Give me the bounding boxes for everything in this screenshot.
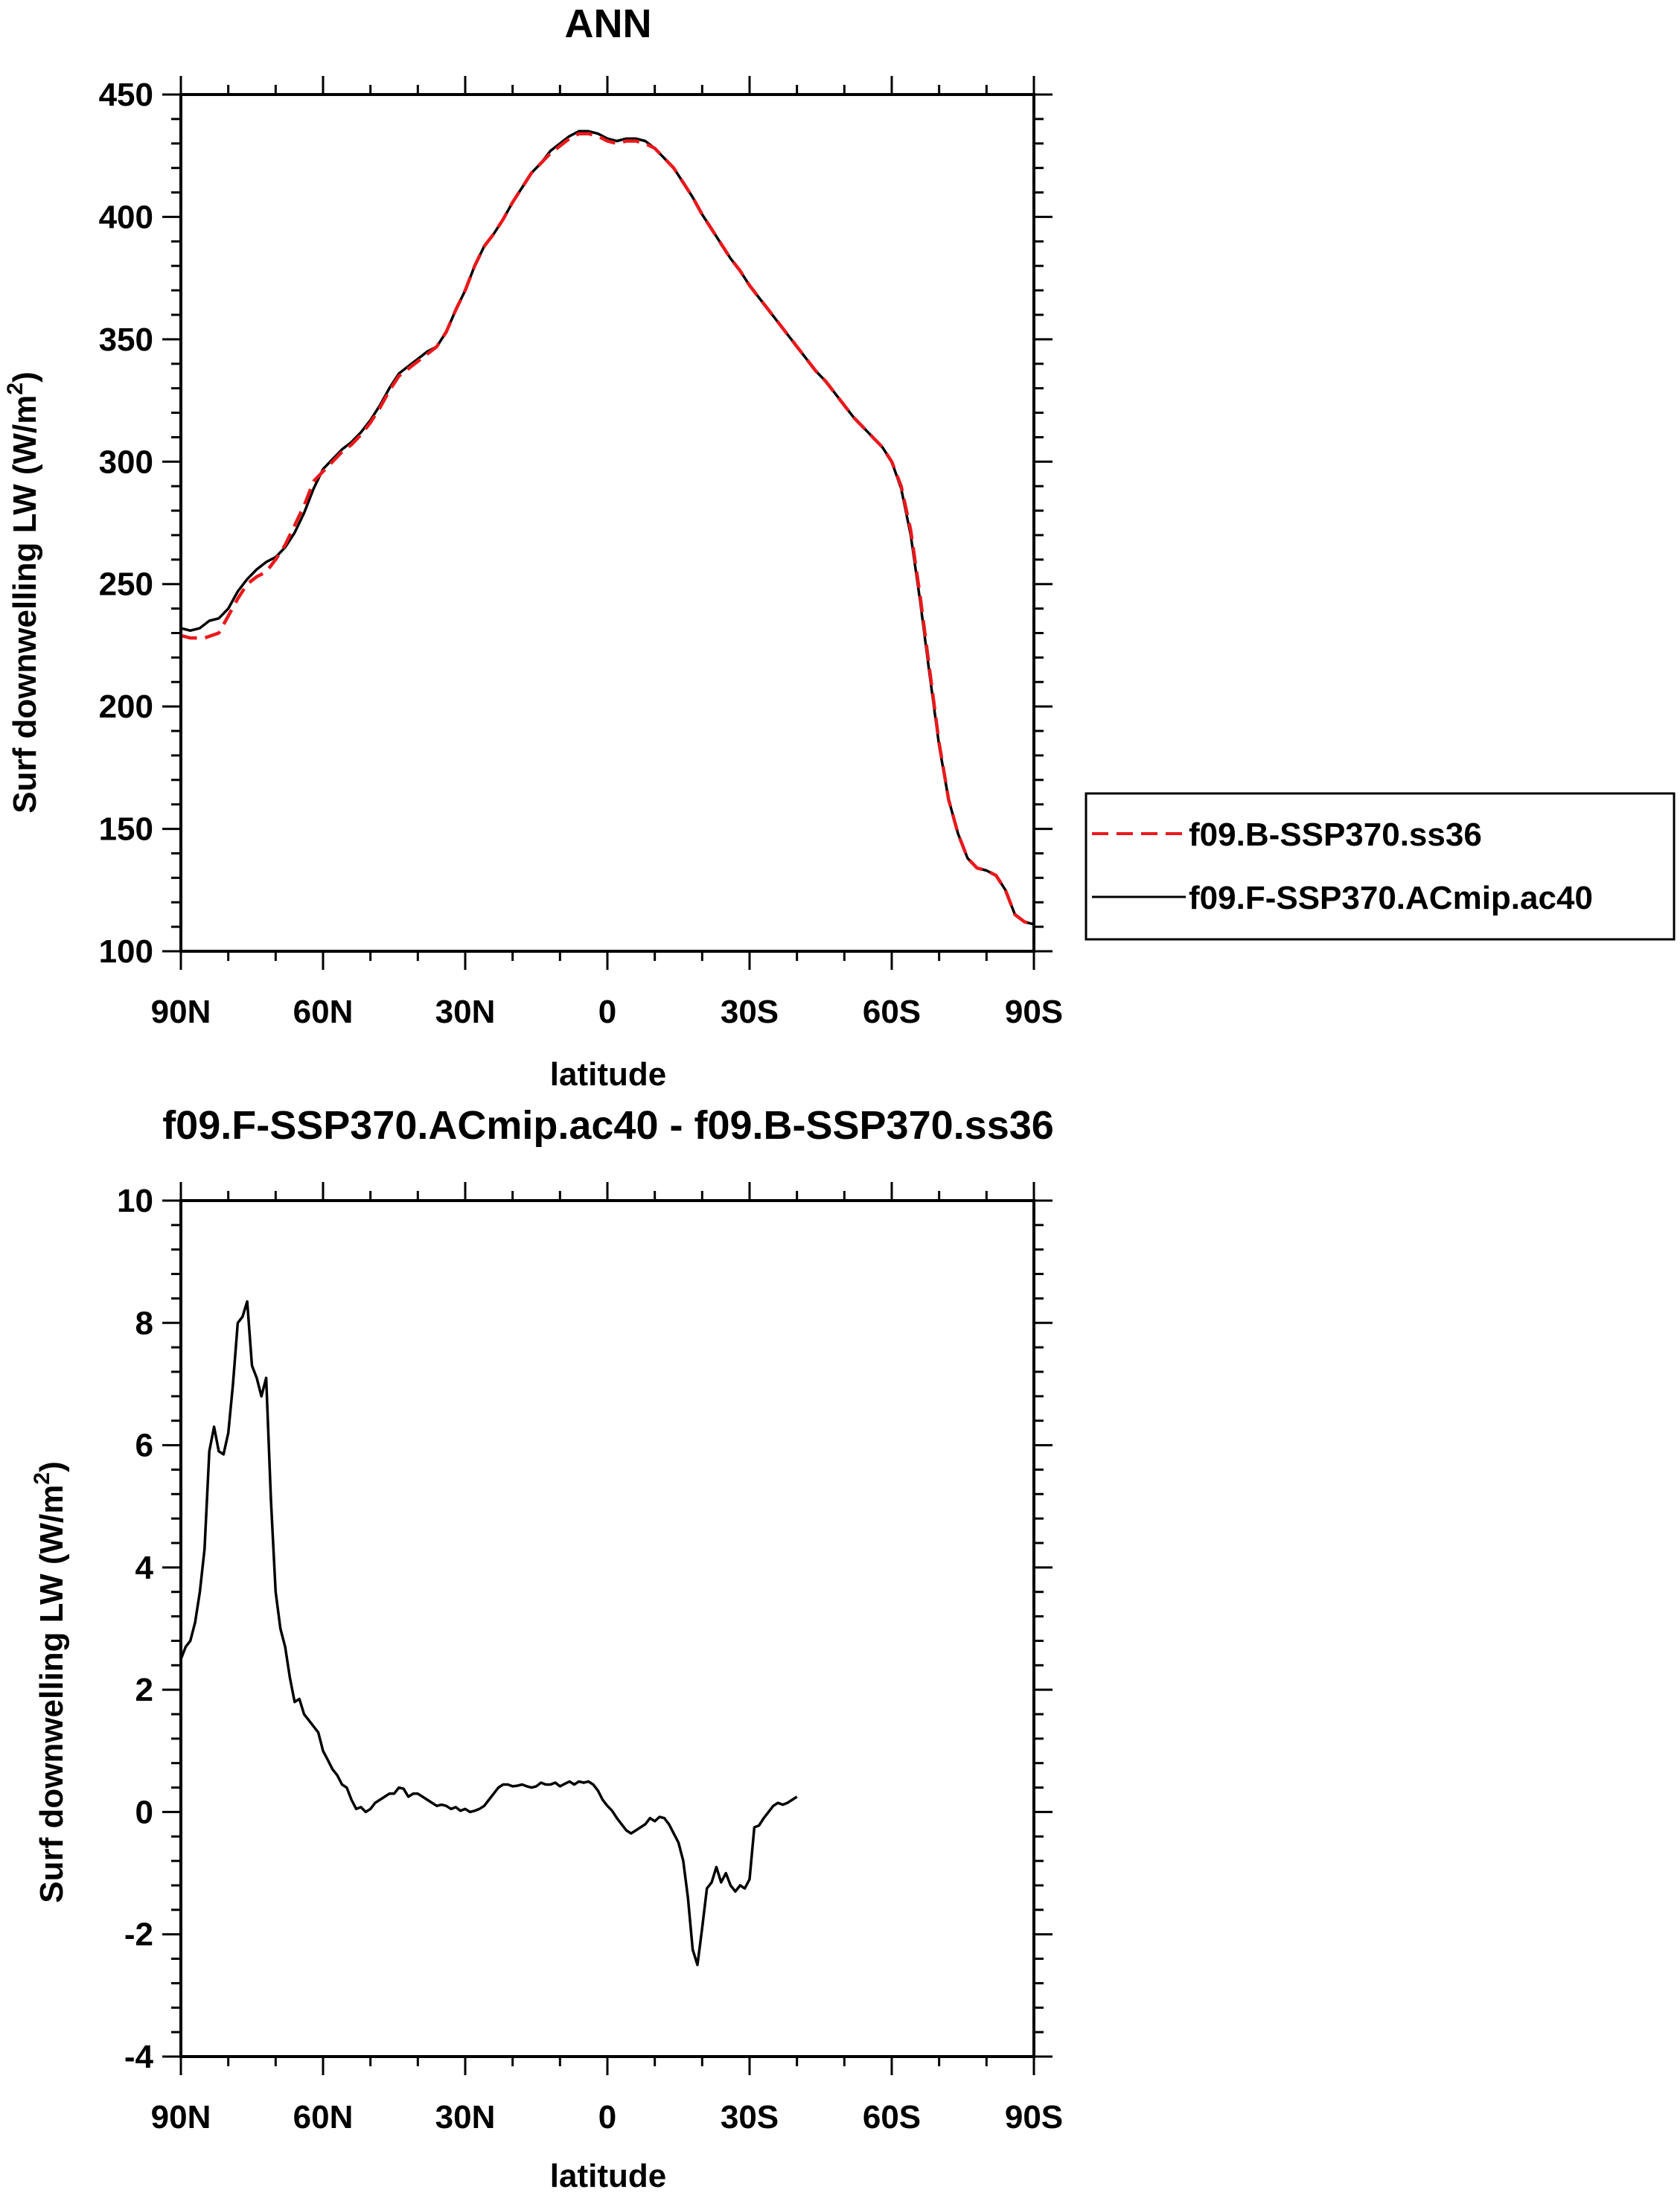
x-tick-label: 0 <box>598 2099 616 2135</box>
y-axis-label-sup: 2 <box>30 1472 54 1485</box>
y-tick-label: 8 <box>135 1305 153 1341</box>
x-tick-label: 60N <box>293 2099 354 2135</box>
y-axis-label: Surf downwelling LW (W/m2) <box>3 371 43 814</box>
legend: f09.B-SSP370.ss36 f09.F-SSP370.ACmip.ac4… <box>1085 792 1676 941</box>
x-tick-label: 0 <box>598 994 616 1030</box>
y-axis-label-main: Surf downwelling LW (W/m <box>33 1485 70 1903</box>
series-layer <box>180 130 1035 926</box>
series-line-difference <box>179 1300 798 1967</box>
x-tick-label: 90S <box>1005 2099 1063 2135</box>
plot-frame <box>179 93 1035 953</box>
series-line-f09-f-ssp370-acmip-ac40 <box>180 130 1035 926</box>
tick-labels: 90N 60N 30N 0 30S 60S 90S 100 150 200 250 300 350 400… <box>99 77 1064 1030</box>
x-tick-label: 30S <box>721 2099 779 2135</box>
y-axis-label-close: ) <box>33 1461 70 1472</box>
y-tick-label: 2 <box>135 1672 153 1708</box>
y-tick-label: 400 <box>99 199 153 235</box>
x-tick-label: 90N <box>151 2099 211 2135</box>
axis-ticks <box>162 76 1053 970</box>
series-line-f09-b-ssp370-ss36 <box>180 132 1035 926</box>
y-tick-label: -4 <box>124 2039 154 2075</box>
y-tick-label: 450 <box>99 77 153 113</box>
x-tick-label: 30S <box>721 994 779 1030</box>
chart-title: f09.F-SSP370.ACmip.ac40 - f09.B-SSP370.s… <box>162 1103 1054 1148</box>
y-tick-label: 200 <box>99 689 153 725</box>
x-axis-label: latitude <box>550 2158 666 2194</box>
x-tick-label: 60S <box>863 2099 921 2135</box>
x-axis-label: latitude <box>550 1056 666 1093</box>
tick-labels: 90N 60N 30N 0 30S 60S 90S -4 -2 0 2 4 6 8 10 <box>117 1183 1063 2135</box>
y-tick-label: 150 <box>99 811 153 848</box>
chart-panel-top: ANN 90N 60N 30N 0 30S 60S 90S 100 150 200 250 300 35… <box>3 1 1063 1093</box>
chart-title: ANN <box>565 1 652 46</box>
axis-ticks <box>162 1182 1053 2075</box>
x-tick-label: 90N <box>151 994 211 1030</box>
y-axis-label-sup: 2 <box>3 383 28 395</box>
x-tick-label: 60N <box>293 994 354 1030</box>
x-tick-label: 90S <box>1005 994 1063 1030</box>
y-tick-label: 10 <box>117 1183 153 1219</box>
legend-label-0: f09.B-SSP370.ss36 <box>1189 817 1482 853</box>
legend-label-1: f09.F-SSP370.ACmip.ac40 <box>1189 880 1593 916</box>
legend-box <box>1085 792 1676 941</box>
y-axis-label: Surf downwelling LW (W/m2) <box>30 1461 70 1903</box>
y-tick-label: 0 <box>135 1794 153 1830</box>
y-axis-label-main: Surf downwelling LW (W/m <box>7 395 43 814</box>
series-layer <box>179 1300 798 1967</box>
y-tick-label: 100 <box>99 933 153 970</box>
x-tick-label: 30N <box>435 2099 496 2135</box>
y-tick-label: 6 <box>135 1428 153 1464</box>
y-tick-label: 4 <box>135 1550 154 1586</box>
y-axis-label-close: ) <box>7 371 43 383</box>
x-tick-label: 60S <box>863 994 921 1030</box>
y-tick-label: 350 <box>99 322 153 358</box>
y-tick-label: -2 <box>124 1917 153 1953</box>
y-tick-label: 250 <box>99 566 153 603</box>
x-tick-label: 30N <box>435 994 496 1030</box>
chart-panel-bottom: f09.F-SSP370.ACmip.ac40 - f09.B-SSP370.s… <box>30 1103 1063 2194</box>
y-tick-label: 300 <box>99 444 153 480</box>
plot-frame <box>179 1199 1035 2058</box>
